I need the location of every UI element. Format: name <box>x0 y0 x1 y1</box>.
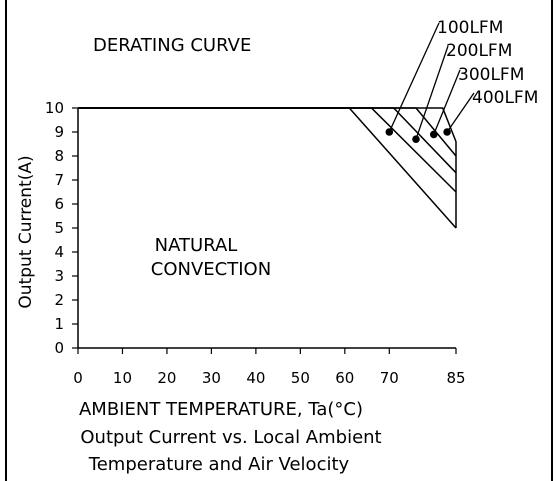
label-300lfm: 300LFM <box>458 65 524 85</box>
curve-markers <box>385 128 451 143</box>
y-tick-label-7: 7 <box>54 171 64 189</box>
x-tick-label-10: 10 <box>113 369 132 387</box>
curve-natural-convection <box>78 107 457 229</box>
curve-100lfm <box>78 107 457 193</box>
x-tick-label-85: 85 <box>446 369 465 387</box>
caption-line-2: Temperature and Air Velocity <box>88 454 350 475</box>
y-tick-label-1: 1 <box>54 315 64 333</box>
y-tick-label-4: 4 <box>54 243 64 261</box>
curve-labels: 100LFM 200LFM 300LFM 400LFM <box>388 18 538 140</box>
x-tick-label-70: 70 <box>380 369 399 387</box>
y-axis-label: Output Current(A) <box>16 155 36 308</box>
leader-200lfm <box>415 45 449 140</box>
x-axis-label: AMBIENT TEMPERATURE, Ta(°C) <box>79 399 363 420</box>
caption-line-1: Output Current vs. Local Ambient <box>80 427 381 448</box>
x-tick-label-30: 30 <box>202 369 221 387</box>
axes: 0 1 2 3 4 5 6 7 8 9 10 0 10 20 30 40 50 60 70 85 <box>45 99 466 387</box>
leader-400lfm <box>446 92 475 133</box>
region-label-line-2: CONVECTION <box>151 259 271 280</box>
chart-title: DERATING CURVE <box>93 35 251 56</box>
y-tick-label-3: 3 <box>54 267 64 285</box>
label-400lfm: 400LFM <box>472 88 538 108</box>
x-tick-label-60: 60 <box>335 369 354 387</box>
x-tick-label-50: 50 <box>291 369 310 387</box>
curve-200lfm <box>78 107 457 174</box>
curve-300lfm <box>78 107 457 157</box>
y-tick-label-10: 10 <box>45 99 64 117</box>
derating-curves <box>78 107 457 229</box>
label-100lfm: 100LFM <box>437 18 503 38</box>
y-tick-label-5: 5 <box>54 219 64 237</box>
y-tick-label-6: 6 <box>54 195 64 213</box>
x-tick-label-40: 40 <box>246 369 265 387</box>
curve-400lfm <box>78 107 457 142</box>
y-tick-label-2: 2 <box>54 291 64 309</box>
region-label-line-1: NATURAL <box>155 235 238 256</box>
y-tick-label-8: 8 <box>54 147 64 165</box>
x-tick-label-20: 20 <box>157 369 176 387</box>
leader-300lfm <box>433 69 461 135</box>
y-tick-label-9: 9 <box>54 123 64 141</box>
leader-100lfm <box>388 22 440 133</box>
x-tick-label-0: 0 <box>73 369 83 387</box>
label-200lfm: 200LFM <box>446 41 512 61</box>
y-tick-label-0: 0 <box>54 339 64 357</box>
